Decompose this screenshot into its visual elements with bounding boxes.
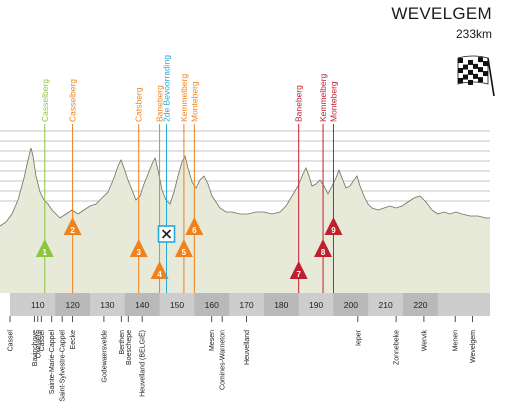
place-label: Heuvelland — [244, 330, 251, 365]
km-tick-label: 220 — [413, 300, 427, 310]
climb-category-marker — [314, 239, 333, 257]
climb-number: 9 — [331, 226, 336, 235]
km-tick-label: 210 — [379, 300, 393, 310]
place-marker: Cassel — [8, 316, 15, 351]
place-marker: Heuvelland — [244, 316, 251, 365]
climb-category-marker — [63, 217, 82, 235]
place-marker: Wevelgem — [470, 316, 477, 363]
place-label: Saint-Sylvestre-Cappel — [60, 330, 67, 402]
place-marker: Berthen — [119, 316, 126, 355]
km-tick-label: 170 — [239, 300, 253, 310]
place-marker: Godewaersvelde — [101, 316, 108, 383]
place-marker: Cassel — [39, 316, 46, 351]
climb-category-marker — [35, 239, 54, 257]
km-tick-label: 130 — [100, 300, 114, 310]
place-label: Sainte-Marie-Cappel — [49, 330, 56, 395]
finish-flag-icon — [457, 55, 495, 97]
climb-6: Monteberg 6 — [185, 81, 204, 293]
place-marker: Heuvelland (BELGIË) — [139, 316, 147, 397]
km-tick-label: 180 — [274, 300, 288, 310]
place-label: Zonnebeke — [394, 330, 401, 365]
climb-label: Monteberg — [328, 81, 338, 122]
climb-category-marker — [324, 217, 343, 235]
place-marker: Oxelaëre — [35, 316, 42, 358]
place-label: Comines-Warneton — [220, 330, 227, 390]
km-tick-label: 160 — [205, 300, 219, 310]
km-tick-label: 110 — [31, 300, 45, 310]
climb-3: Catsberg 3 — [129, 87, 148, 293]
place-label: Oxelaëre — [35, 330, 42, 359]
place-label: Eecke — [70, 330, 77, 350]
climb-number: 2 — [70, 226, 75, 235]
climb-category-marker — [129, 239, 148, 257]
climb-4: Baneberg 4 — [150, 85, 169, 293]
climb-7: Baneberg 7 — [289, 85, 308, 293]
place-label: Mesen — [209, 330, 216, 351]
climb-markers: Casselberg 1 Casselberg 2 Catsberg 3 Baneberg 4… — [35, 74, 343, 293]
finish-town: WEVELGEM — [391, 4, 492, 23]
climb-5: Kemmelberg 5 — [174, 74, 193, 293]
climb-label: Baneberg — [294, 85, 304, 122]
climb-label: Casselberg — [40, 79, 50, 122]
place-marker: Mesen — [209, 316, 216, 351]
place-marker: Zonnebeke — [394, 316, 401, 365]
place-label: Menen — [453, 330, 460, 352]
place-marker: Sainte-Marie-Cappel — [49, 316, 56, 394]
climb-8: Kemmelberg 8 — [314, 74, 333, 293]
elevation-profile-line — [0, 147, 490, 227]
place-marker: Saint-Sylvestre-Cappel — [60, 316, 67, 402]
place-label: Wevelgem — [470, 330, 477, 363]
place-marker: Wervik — [421, 316, 428, 351]
climb-2: Casselberg 2 — [63, 79, 82, 293]
km-tick-label: 120 — [66, 300, 80, 310]
place-marker: Bavinchove — [32, 316, 39, 366]
climb-number: 3 — [136, 248, 141, 257]
place-marker: Eecke — [70, 316, 77, 349]
climb-number: 6 — [192, 226, 197, 235]
climb-number: 1 — [43, 248, 48, 257]
km-tick-label: 150 — [170, 300, 184, 310]
climb-number: 5 — [182, 248, 187, 257]
place-label: Cassel — [8, 330, 15, 352]
place-marker: Boeschepe — [126, 316, 133, 365]
climb-category-marker — [289, 261, 308, 279]
place-label: Bavinchove — [32, 330, 39, 366]
climb-label: Casselberg — [68, 79, 78, 122]
place-label: Ieper — [355, 329, 362, 346]
place-label: Wervik — [421, 330, 428, 352]
place-marker: Comines-Warneton — [220, 316, 227, 390]
climb-label: Kemmelberg — [179, 74, 189, 122]
race-distance: 233km — [455, 27, 492, 41]
climb-label: Kemmelberg — [318, 74, 328, 122]
km-axis: 110 120 130 140 150 160 170 180 190 200 210 220 — [10, 293, 490, 316]
climb-category-marker — [174, 239, 193, 257]
climb-number: 8 — [321, 248, 326, 257]
climb-number: 7 — [296, 270, 301, 279]
place-label: Godewaersvelde — [101, 330, 108, 383]
feed-zone-label: 2de Bevoorrading — [162, 55, 172, 122]
climb-label: Catsberg — [134, 87, 144, 122]
climb-number: 4 — [157, 270, 162, 279]
place-marker: Menen — [453, 316, 460, 351]
feed-zone-marker: 2de Bevoorrading — [157, 55, 176, 293]
climb-label: Baneberg — [155, 85, 165, 122]
elevation-profile-area — [0, 148, 490, 293]
place-label: Heuvelland (BELGIË) — [139, 330, 147, 397]
place-label: Boeschepe — [126, 330, 133, 365]
km-tick-label: 200 — [344, 300, 358, 310]
climb-category-marker — [185, 217, 204, 235]
climb-1: Casselberg 1 — [35, 79, 54, 293]
gridlines — [0, 130, 490, 202]
place-marker: Ieper — [355, 316, 362, 346]
climb-category-marker — [150, 261, 169, 279]
place-label: Cassel — [39, 330, 46, 352]
km-tick-label: 140 — [135, 300, 149, 310]
climb-label: Monteberg — [189, 81, 199, 122]
climb-9: Monteberg 9 — [324, 81, 343, 293]
place-label: Berthen — [119, 330, 126, 355]
km-tick-label: 190 — [309, 300, 323, 310]
